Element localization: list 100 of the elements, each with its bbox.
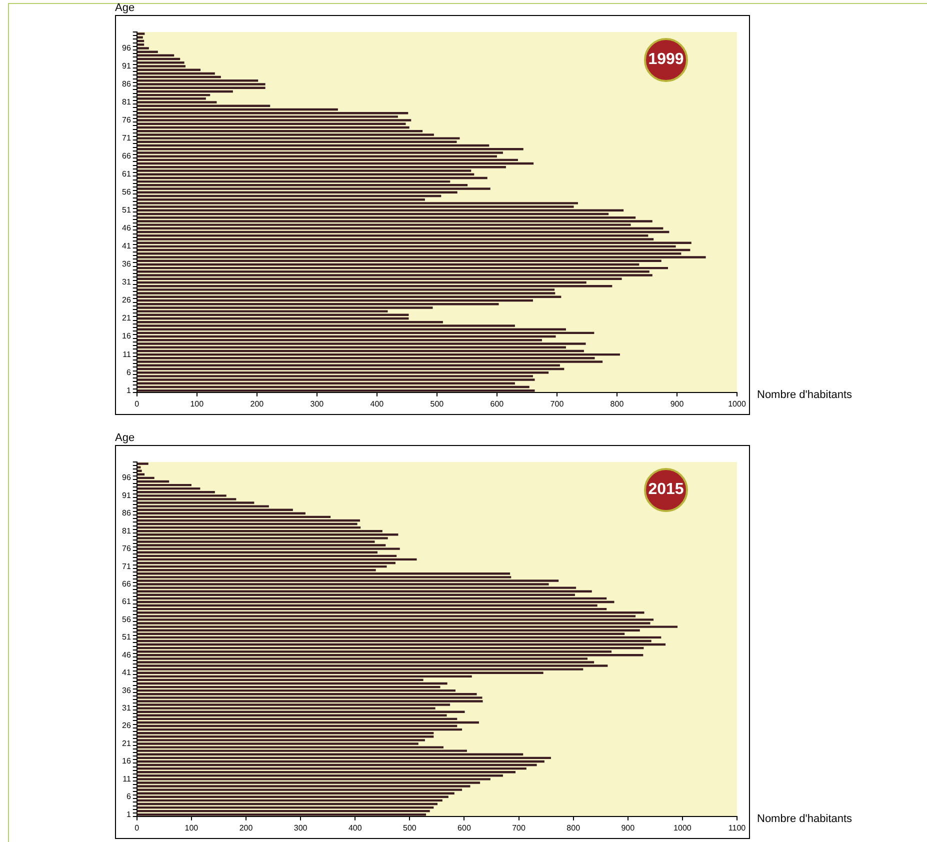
bar xyxy=(137,534,398,536)
bar xyxy=(137,728,462,731)
y-tick-label: 66 xyxy=(122,152,132,161)
y-tick-label: 51 xyxy=(122,206,132,215)
bar xyxy=(137,572,510,575)
x-tick-label: 300 xyxy=(310,399,324,408)
y-tick-label: 41 xyxy=(122,242,132,251)
y-tick-label: 56 xyxy=(122,614,132,624)
x-tick-label: 700 xyxy=(512,823,526,832)
bar xyxy=(137,600,614,604)
x-tick-label: 1000 xyxy=(674,823,692,832)
y-tick-label: 81 xyxy=(122,526,132,536)
y-tick-label: 91 xyxy=(122,490,132,500)
y-tick-label: 46 xyxy=(122,224,132,233)
bar xyxy=(137,202,578,204)
bar xyxy=(137,176,488,180)
y-tick-label: 61 xyxy=(122,170,132,179)
bar xyxy=(137,462,148,465)
bar xyxy=(137,137,460,140)
y-tick-label: 21 xyxy=(122,314,132,323)
bar xyxy=(137,62,184,64)
bar xyxy=(137,266,668,270)
bar xyxy=(137,83,266,86)
x-tick-label: 100 xyxy=(184,823,199,832)
bar xyxy=(137,664,608,667)
x-tick-label: 600 xyxy=(490,399,504,408)
y-tick-label: 41 xyxy=(122,668,132,678)
y-tick-label: 56 xyxy=(122,188,132,197)
y-tick-label: 46 xyxy=(122,650,132,660)
y-tick-label: 91 xyxy=(122,61,132,70)
bar xyxy=(137,470,142,472)
y-tick-label: 61 xyxy=(122,597,132,606)
y-tick-label: 6 xyxy=(126,792,132,802)
bar xyxy=(137,274,652,276)
bar xyxy=(137,519,360,522)
bar xyxy=(137,810,430,812)
bar xyxy=(137,756,551,760)
y-tick-label: 86 xyxy=(122,79,132,88)
bar xyxy=(137,548,400,550)
y-tick-label: 6 xyxy=(126,368,132,377)
y-tick-label: 11 xyxy=(122,774,132,784)
bar xyxy=(137,721,479,724)
bar xyxy=(137,806,434,809)
bar xyxy=(137,36,143,39)
x-tick-label: 800 xyxy=(610,399,624,408)
y-tick-label: 21 xyxy=(122,738,132,748)
y-tick-label: 96 xyxy=(122,473,132,482)
bar xyxy=(137,220,652,222)
y-axis-title: Age xyxy=(115,2,135,14)
y-tick-label: 1 xyxy=(126,810,132,819)
x-axis-title: Nombre d'habitants xyxy=(757,813,852,825)
y-tick-label: 1 xyxy=(126,386,132,395)
y-tick-label: 71 xyxy=(122,134,132,143)
x-tick-label: 400 xyxy=(370,399,384,408)
bar xyxy=(137,558,417,561)
y-tick-label: 36 xyxy=(122,686,132,695)
bar xyxy=(137,342,586,345)
x-tick-label: 600 xyxy=(458,823,472,832)
x-tick-label: 400 xyxy=(348,823,362,832)
bar xyxy=(137,612,644,614)
y-tick-label: 76 xyxy=(122,544,132,554)
bar xyxy=(137,636,662,639)
y-tick-label: 16 xyxy=(122,332,132,341)
x-tick-label: 1000 xyxy=(728,399,746,408)
bar xyxy=(137,86,266,89)
bar xyxy=(137,618,654,621)
bar xyxy=(137,736,434,738)
bar xyxy=(137,256,706,258)
y-tick-label: 31 xyxy=(122,278,132,287)
bar xyxy=(137,378,535,381)
bar xyxy=(137,522,358,526)
x-tick-label: 500 xyxy=(430,399,444,408)
x-tick-label: 0 xyxy=(134,399,140,408)
x-tick-label: 0 xyxy=(134,823,140,832)
bar xyxy=(137,682,448,685)
bar xyxy=(137,242,692,244)
bar xyxy=(137,643,666,646)
y-tick-label: 76 xyxy=(122,116,132,124)
y-tick-label: 71 xyxy=(122,562,132,571)
bar xyxy=(137,32,145,35)
x-tick-label: 1100 xyxy=(728,823,746,832)
y-tick-label: 66 xyxy=(122,579,132,588)
bar xyxy=(137,710,465,713)
bar xyxy=(137,353,620,356)
y-tick-label: 11 xyxy=(122,350,132,359)
y-tick-label: 26 xyxy=(122,296,132,305)
y-tick-label: 31 xyxy=(122,704,132,713)
x-tick-label: 500 xyxy=(402,823,417,832)
y-tick-label: 16 xyxy=(122,756,132,766)
bar xyxy=(137,626,678,628)
x-tick-label: 900 xyxy=(670,399,684,408)
bar xyxy=(137,654,644,656)
bar xyxy=(137,580,559,582)
y-axis-title: Age xyxy=(115,432,135,444)
bar xyxy=(137,696,482,699)
y-tick-label: 96 xyxy=(122,43,132,52)
y-tick-label: 81 xyxy=(122,97,132,106)
x-tick-label: 200 xyxy=(250,399,264,408)
x-tick-label: 700 xyxy=(550,399,564,408)
x-tick-label: 100 xyxy=(190,399,204,408)
